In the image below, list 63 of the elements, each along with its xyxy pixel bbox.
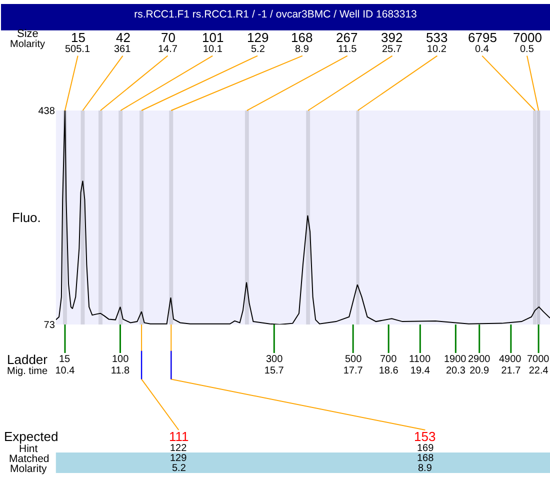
annotation: 0.4 [475, 44, 490, 55]
band-label: 533 [426, 30, 448, 45]
annotation: 300 [266, 354, 284, 365]
annotation: 10.1 [203, 44, 223, 55]
annotation: 1900 [444, 354, 467, 365]
text: Expected [4, 429, 58, 444]
annotation: 0.5 [520, 44, 534, 55]
y-tick-label: 438 [38, 106, 56, 117]
annotation: 11.5 [338, 44, 358, 55]
text: Size [17, 28, 38, 40]
annotation: 111 [169, 429, 189, 444]
band-label: 129 [247, 30, 269, 45]
x-tick-label: 20.3 [446, 366, 466, 377]
annotation: 5.2 [251, 44, 266, 55]
x-tick-label: 22.4 [528, 366, 549, 377]
text: Matched [9, 453, 50, 465]
band-label: 15 [71, 30, 86, 45]
annotation: 700 [380, 354, 398, 365]
annotation: 1100 [409, 354, 431, 365]
annotation: 153 [414, 429, 436, 444]
text: Molarity [10, 463, 48, 475]
x-tick-label: 19.4 [410, 366, 430, 377]
x-axis-title: Mig. time [7, 366, 48, 377]
annotation: 361 [114, 44, 132, 55]
annotation: 2900 [468, 354, 491, 365]
text: 8.9 [418, 463, 432, 474]
band-label: 42 [116, 30, 130, 45]
band-label: 6795 [468, 30, 497, 45]
band-label: 168 [291, 30, 313, 45]
text: 168 [417, 453, 434, 464]
x-tick-label: 20.9 [470, 366, 490, 377]
line-series [56, 110, 550, 324]
text: 169 [417, 443, 434, 454]
x-tick-label: 15.7 [264, 366, 284, 377]
band-label: 7000 [513, 30, 542, 45]
y-axis-title: Fluo. [12, 210, 41, 225]
annotation: 15 [59, 354, 71, 365]
x-tick-label: 17.7 [343, 366, 364, 377]
x-tick-label: 11.8 [110, 366, 130, 377]
text: Molarity [10, 39, 46, 50]
annotation: 500 [345, 354, 362, 365]
text: 129 [170, 453, 188, 464]
text: Hint [19, 443, 38, 455]
x-tick-label: 18.6 [378, 366, 399, 377]
annotation: 100 [112, 354, 130, 365]
text: 5.2 [172, 463, 186, 474]
band-label: 101 [202, 30, 224, 45]
annotation: 25.7 [382, 44, 402, 55]
band-label: 267 [336, 30, 358, 45]
annotation: 505.1 [65, 44, 90, 55]
annotation: 14.7 [158, 44, 178, 55]
annotation: 8.9 [295, 44, 310, 55]
text: Ladder [7, 352, 48, 367]
band-label: 70 [161, 30, 176, 45]
text: 122 [170, 443, 188, 454]
annotation: 10.2 [427, 44, 447, 55]
chart-title: rs.RCC1.F1 rs.RCC1.R1 / -1 / ovcar3BMC / Well ID 1683313 [134, 8, 418, 21]
annotation: 7000 [527, 354, 550, 365]
x-tick-label: 21.7 [501, 366, 522, 377]
annotation: 4900 [499, 354, 522, 365]
band-label: 392 [381, 30, 403, 45]
x-tick-label: 10.4 [55, 366, 76, 377]
y-tick-label: 73 [44, 320, 56, 331]
